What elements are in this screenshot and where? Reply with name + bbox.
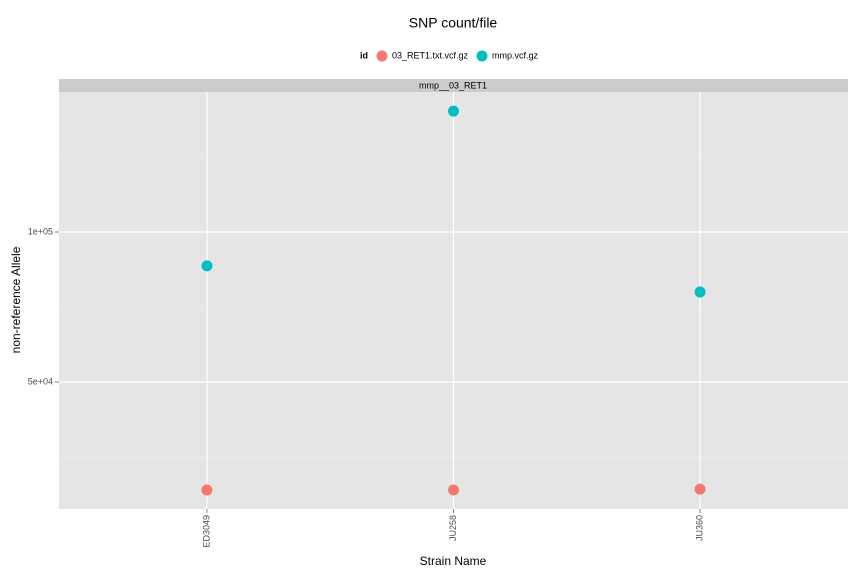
legend: id 03_RET1.txt.vcf.gz mmp.vcf.gz	[360, 50, 539, 62]
x-axis-title: Strain Name	[420, 554, 487, 568]
point	[448, 105, 459, 117]
x-tick-label: JU258	[448, 515, 458, 541]
point	[201, 484, 213, 496]
legend-marker	[476, 50, 488, 62]
marks	[201, 105, 706, 496]
legend-marker	[376, 50, 388, 62]
point	[448, 484, 459, 496]
x-tick-label: JU360	[694, 515, 704, 541]
facet-label: mmp__03_RET1	[419, 80, 487, 90]
point	[694, 286, 706, 298]
facet-strip	[59, 79, 848, 92]
chart-title: SNP count/file	[409, 15, 498, 31]
y-axis-title: non-reference Allele	[9, 246, 23, 353]
legend-label: mmp.vcf.gz	[492, 50, 539, 60]
x-tick-label: ED3049	[201, 515, 211, 548]
legend-label: 03_RET1.txt.vcf.gz	[392, 50, 469, 60]
point	[201, 260, 213, 272]
grid: 5e+04 1e+05 ED3049 JU258 JU360	[28, 92, 848, 548]
y-tick-label: 1e+05	[28, 226, 53, 236]
legend-title: id	[360, 50, 368, 60]
y-tick-label: 5e+04	[28, 376, 53, 386]
point	[694, 483, 706, 495]
